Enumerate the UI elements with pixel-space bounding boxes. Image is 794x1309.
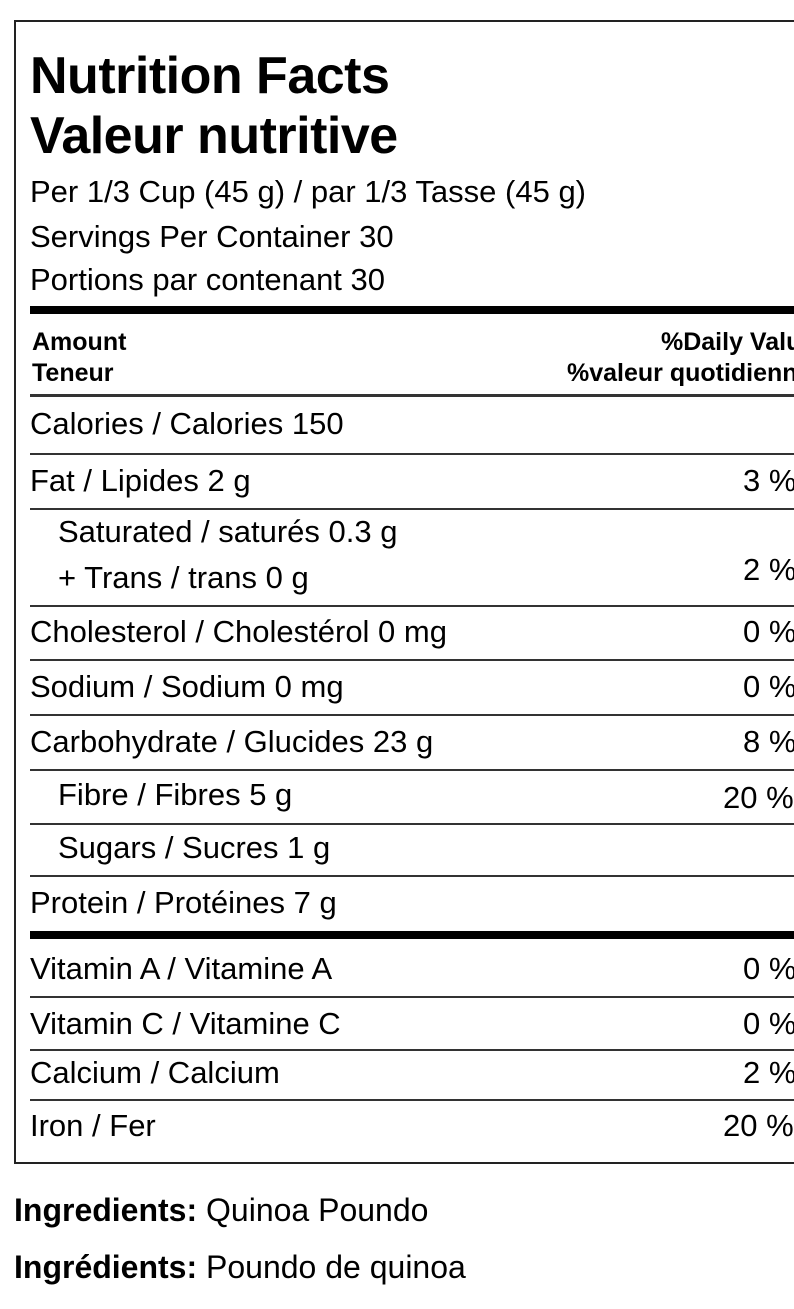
servings-per-container-english: Servings Per Container 30 — [30, 219, 394, 254]
nutrition-facts-panel: Nutrition Facts Valeur nutritive Per 1/3… — [14, 20, 794, 1164]
thick-divider-bottom — [30, 931, 794, 939]
fibre-row: Fibre / Fibres 5 g — [58, 777, 293, 812]
divider — [30, 769, 794, 771]
sodium-row: Sodium / Sodium 0 mg — [30, 669, 344, 704]
title-french: Valeur nutritive — [30, 107, 398, 165]
divider — [30, 996, 794, 998]
servings-per-container-french: Portions par contenant 30 — [30, 262, 386, 297]
divider — [30, 394, 794, 397]
iron-daily-value: 20 % — [723, 1108, 794, 1143]
carbohydrate-daily-value: 8 % — [743, 724, 794, 759]
fat-row: Fat / Lipides 2 g — [30, 463, 251, 498]
vitamin-a-daily-value: 0 % — [743, 951, 794, 986]
divider — [30, 714, 794, 716]
cholesterol-row: Cholesterol / Cholestérol 0 mg — [30, 614, 447, 649]
calcium-daily-value: 2 % — [743, 1055, 794, 1090]
divider — [30, 508, 794, 510]
saturated-row: Saturated / saturés 0.3 g — [58, 514, 398, 549]
divider — [30, 823, 794, 825]
cholesterol-daily-value: 0 % — [743, 614, 794, 649]
protein-row: Protein / Protéines 7 g — [30, 885, 337, 920]
divider — [30, 605, 794, 607]
daily-value-header-french: %valeur quotidienne — [567, 359, 794, 387]
vitamin-a-row: Vitamin A / Vitamine A — [30, 951, 333, 986]
amount-header-english: Amount — [32, 328, 127, 356]
ingredients-english-label: Ingredients: — [14, 1192, 198, 1228]
ingredients-french-label: Ingrédients: — [14, 1249, 198, 1285]
title-english: Nutrition Facts — [30, 47, 390, 105]
fat-daily-value: 3 % — [743, 463, 794, 498]
divider — [30, 659, 794, 661]
ingredients-english-value: Quinoa Poundo — [206, 1192, 429, 1228]
saturated-trans-daily-value: 2 % — [743, 552, 794, 587]
trans-row: + Trans / trans 0 g — [58, 560, 309, 595]
serving-size: Per 1/3 Cup (45 g) / par 1/3 Tasse (45 g… — [30, 174, 587, 209]
divider — [30, 1049, 794, 1051]
calcium-row: Calcium / Calcium — [30, 1055, 280, 1090]
divider — [30, 1099, 794, 1101]
sodium-daily-value: 0 % — [743, 669, 794, 704]
ingredients-french: Ingrédients: Poundo de quinoa — [14, 1249, 466, 1286]
daily-value-header-english: %Daily Value — [661, 328, 794, 356]
divider — [30, 875, 794, 877]
thick-divider-top — [30, 306, 794, 314]
amount-header-french: Teneur — [32, 359, 114, 387]
calories-row: Calories / Calories 150 — [30, 406, 344, 441]
carbohydrate-row: Carbohydrate / Glucides 23 g — [30, 724, 434, 759]
vitamin-c-row: Vitamin C / Vitamine C — [30, 1006, 341, 1041]
fibre-daily-value: 20 % — [723, 780, 794, 815]
divider — [30, 453, 794, 455]
ingredients-french-value: Poundo de quinoa — [206, 1249, 466, 1285]
sugars-row: Sugars / Sucres 1 g — [58, 830, 331, 865]
vitamin-c-daily-value: 0 % — [743, 1006, 794, 1041]
ingredients-english: Ingredients: Quinoa Poundo — [14, 1192, 428, 1229]
iron-row: Iron / Fer — [30, 1108, 156, 1143]
